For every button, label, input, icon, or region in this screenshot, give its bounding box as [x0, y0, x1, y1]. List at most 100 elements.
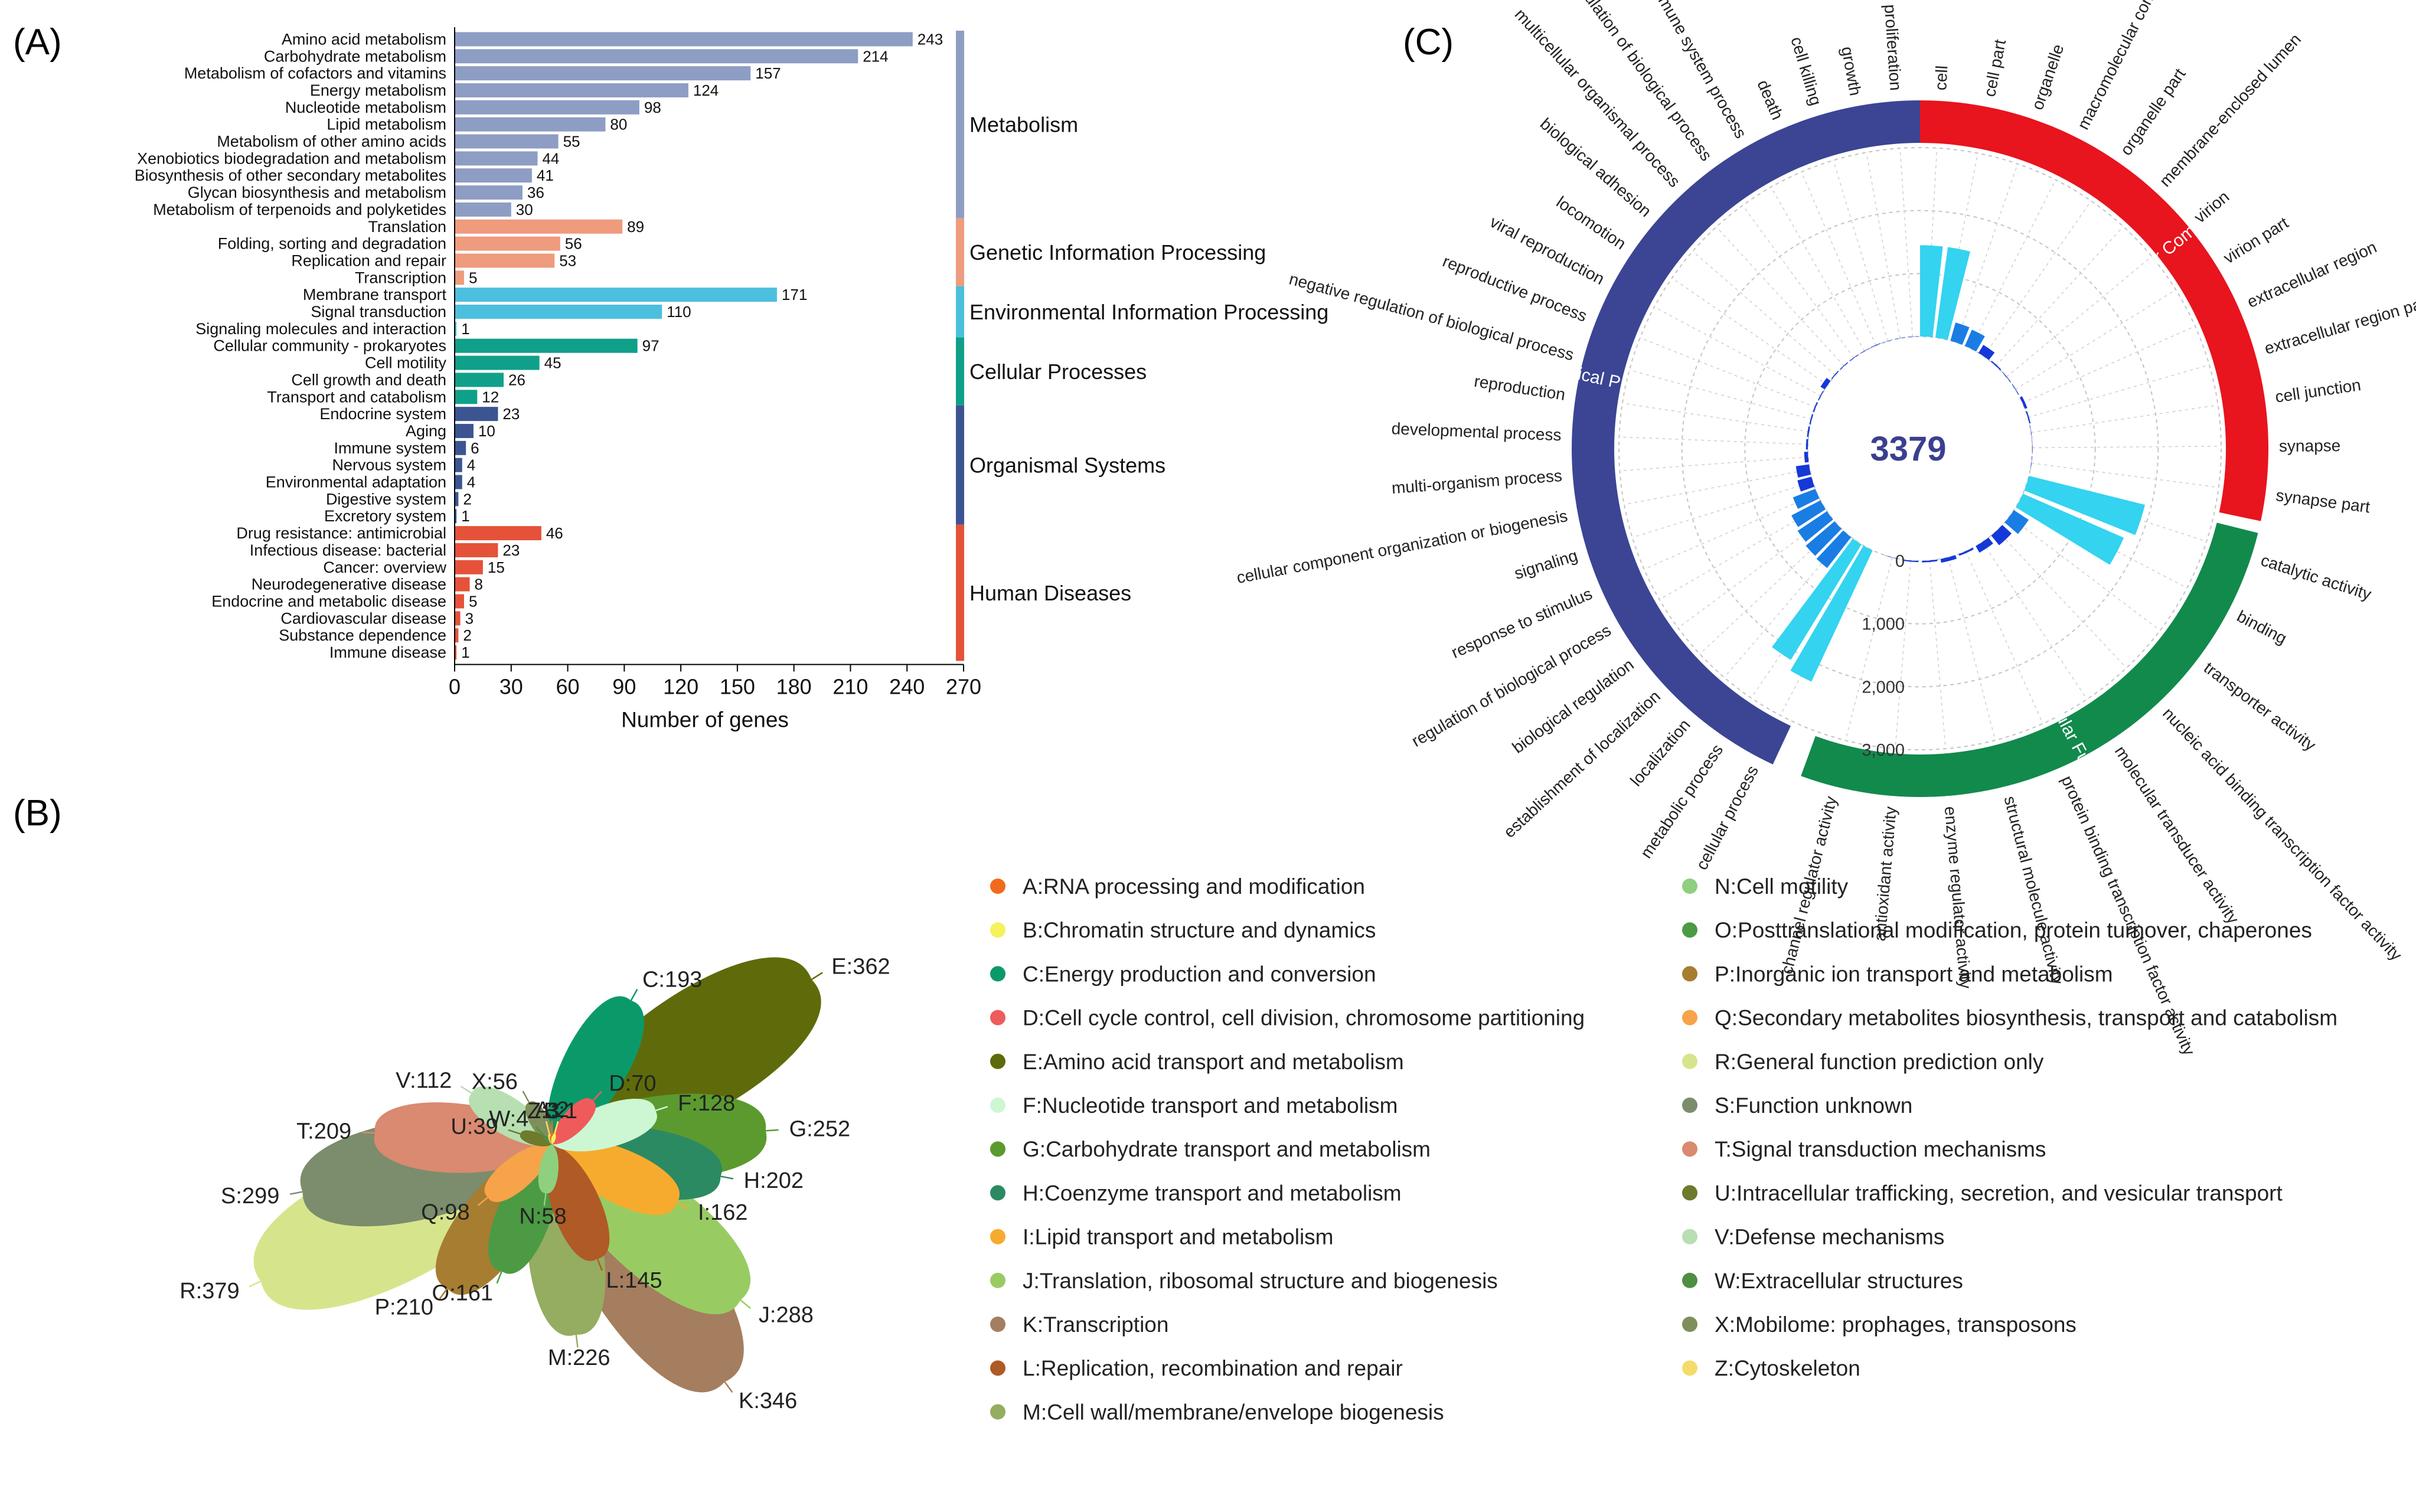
radial-grid-spoke — [2028, 364, 2210, 418]
radial-bar — [1813, 402, 1818, 413]
radial-grid-spoke — [1844, 557, 1893, 741]
legend-entry-name: Cell cycle control, cell division, chrom… — [1044, 1006, 1585, 1030]
petal-label-value: 112 — [416, 1068, 452, 1093]
radial-grid-ring — [1618, 147, 2222, 750]
legend-entry: X:Mobilome: prophages, transposons — [1715, 1312, 2077, 1337]
bar — [455, 390, 478, 404]
petal-label-sep: : — [704, 1200, 711, 1225]
petal-leader-line — [553, 1121, 559, 1137]
petal-label: Q:98 — [421, 1200, 469, 1224]
legend-entry: U:Intracellular trafficking, secretion, … — [1715, 1181, 2283, 1205]
bar-label: Xenobiotics biodegradation and metabolis… — [137, 149, 446, 167]
radial-grid-spoke — [1801, 171, 1876, 346]
bar-value-label: 46 — [546, 524, 563, 542]
petal-label-value: 98 — [445, 1200, 469, 1224]
legend-swatch — [1682, 1229, 1697, 1245]
bar-label: Aging — [406, 422, 446, 440]
radial-bar — [1790, 546, 1873, 682]
legend-entry: A:RNA processing and modification — [1023, 874, 1365, 899]
bar-label: Digestive system — [326, 490, 446, 508]
legend-entry-name: Secondary metabolites biosynthesis, tran… — [1738, 1006, 2337, 1030]
radial-bar — [1907, 336, 1918, 338]
bar — [455, 117, 606, 132]
legend-entry-sep: : — [1729, 962, 1735, 986]
legend-entry-name: Translation, ribosomal structure and bio… — [1040, 1269, 1498, 1293]
petal-label-code: H — [744, 1168, 760, 1193]
petal-label-value: 2 — [556, 1098, 569, 1122]
radial-category-label: locomotion — [1553, 192, 1629, 253]
radial-bar — [1885, 555, 1900, 560]
bar — [455, 526, 541, 541]
radial-grid-spoke — [1751, 541, 1858, 698]
legend-swatch — [990, 879, 1005, 894]
radial-grid-spoke — [1899, 148, 1914, 337]
petal-label-value: 3 — [547, 1099, 560, 1124]
bar — [455, 100, 639, 115]
petal-leader-line — [508, 1129, 523, 1136]
legend-entry: K:Transcription — [1023, 1312, 1168, 1337]
radial-grid-spoke — [1965, 551, 2043, 724]
radial-bar — [1940, 555, 1957, 563]
bar-label: Endocrine and metabolic disease — [211, 592, 446, 610]
bar-label: Immune system — [334, 439, 446, 457]
radial-bar — [2016, 494, 2124, 565]
petal-label: D:70 — [609, 1071, 656, 1096]
petal-label-code: P — [375, 1295, 390, 1320]
legend-entry-name: Intracellular trafficking, secretion, an… — [1736, 1181, 2283, 1205]
radial-bar — [1849, 354, 1859, 361]
petal-label-sep: : — [550, 1098, 557, 1122]
bar-label: Energy metabolism — [310, 81, 446, 99]
radial-category-label: multi-organism process — [1391, 466, 1563, 497]
legend-swatch — [1682, 966, 1697, 982]
petal — [484, 1143, 553, 1203]
legend-entry-name: Energy production and conversion — [1044, 962, 1376, 986]
radial-grid-spoke — [1925, 148, 1938, 337]
petal-label-sep: : — [487, 1069, 493, 1094]
x-tick-label: 150 — [720, 674, 755, 698]
legend-entry-sep: : — [1036, 1093, 1042, 1118]
bar — [455, 577, 470, 592]
legend-entry-code: M — [1023, 1400, 1041, 1424]
legend-entry-code: Z — [1715, 1356, 1728, 1380]
bar — [455, 134, 559, 149]
group-indicator-bar — [956, 524, 964, 661]
radial-grid-spoke — [1895, 560, 1912, 749]
radial-bar — [1840, 362, 1849, 370]
legend-entry: I:Lipid transport and metabolism — [1023, 1225, 1334, 1249]
petal-label-code: D — [609, 1071, 625, 1096]
bar — [455, 321, 457, 336]
radial-bar — [2004, 510, 2029, 534]
bar — [455, 543, 498, 557]
petal — [525, 1101, 554, 1144]
legend-entry-sep: : — [1732, 918, 1738, 942]
group-label: Genetic Information Processing — [969, 240, 1266, 264]
legend-entry-sep: : — [1732, 1006, 1738, 1030]
petal-label: G:252 — [789, 1117, 851, 1142]
petal-label-value: 210 — [396, 1295, 433, 1320]
radial-grid-spoke — [1941, 153, 1978, 339]
legend-entry-name: Signal transduction mechanisms — [1732, 1137, 2046, 1161]
bar — [455, 66, 751, 81]
legend-entry-code: W — [1715, 1269, 1735, 1293]
petal-label-value: 379 — [202, 1279, 239, 1304]
bar-value-label: 124 — [693, 81, 719, 99]
petal-leader-line — [738, 1298, 751, 1309]
radial-grid-spoke — [1654, 306, 1821, 397]
x-tick-label: 240 — [889, 674, 925, 698]
petal-label-sep: : — [847, 955, 853, 979]
bar-value-label: 243 — [918, 30, 943, 48]
radial-bar — [1976, 537, 1993, 553]
petal-label: S:299 — [221, 1184, 279, 1209]
bar — [455, 509, 457, 524]
bar — [455, 440, 466, 455]
x-tick-label: 120 — [663, 674, 698, 698]
petal-label: O:161 — [432, 1281, 494, 1305]
legend-swatch — [990, 1010, 1005, 1026]
radial-bar — [1991, 525, 2012, 546]
radial-grid-spoke — [1742, 205, 1855, 358]
legend-entry: T:Signal transduction mechanisms — [1715, 1137, 2046, 1161]
petal — [546, 1144, 610, 1261]
legend-swatch — [990, 1185, 1005, 1201]
bar — [455, 270, 464, 285]
